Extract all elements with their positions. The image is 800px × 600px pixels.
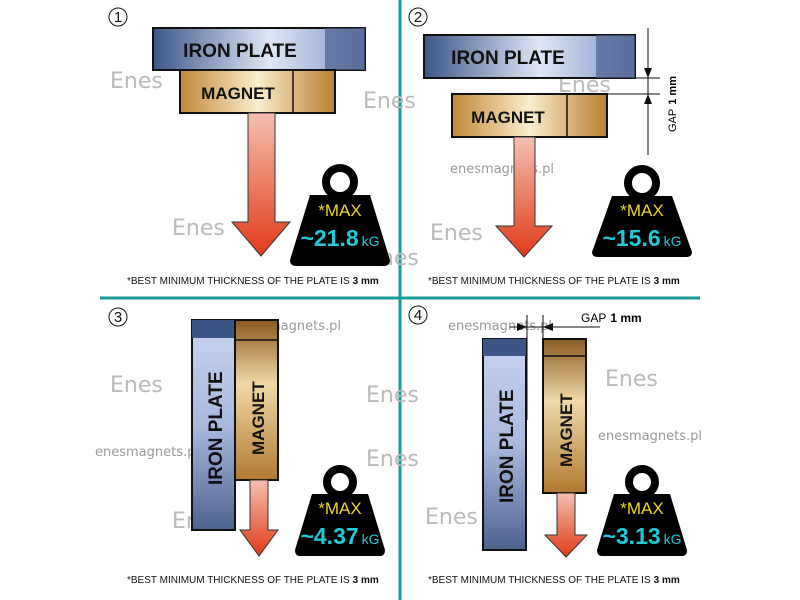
max-label: *MAX bbox=[620, 499, 663, 518]
gap-label: GAP1 mm bbox=[667, 76, 679, 132]
pull-arrow-icon bbox=[543, 492, 589, 558]
watermark-logo: Enes bbox=[366, 447, 419, 472]
iron-plate-edge bbox=[596, 35, 635, 78]
magnet-label: MAGNET bbox=[557, 393, 576, 467]
panel-number-badge bbox=[108, 307, 128, 327]
iron-plate-label: IRON PLATE bbox=[497, 389, 518, 503]
panel-1: 1 IRON PLATE MAGNET *MAX ~21.8 kG *BEST M… bbox=[108, 7, 390, 287]
pull-arrow-icon bbox=[239, 479, 279, 557]
magnet-label: MAGNET bbox=[471, 108, 545, 127]
watermark-logo: Enes bbox=[110, 373, 163, 398]
iron-plate-edge bbox=[192, 320, 235, 338]
weight-icon bbox=[290, 164, 390, 266]
pull-arrow-icon bbox=[494, 136, 554, 258]
magnet-label: MAGNET bbox=[201, 84, 275, 103]
footnote: *BEST MINIMUM THICKNESS OF THE PLATE IS 3… bbox=[428, 575, 680, 586]
iron-plate-edge bbox=[325, 28, 365, 70]
max-force: ~15.6 kG bbox=[602, 225, 681, 251]
watermark-site: enesmagnets.pl bbox=[95, 445, 199, 460]
iron-plate bbox=[191, 319, 236, 531]
footnote: *BEST MINIMUM THICKNESS OF THE PLATE IS 3… bbox=[127, 575, 379, 586]
panel-4: 4 IRON PLATE MAGNET GAP 1 mm *MAX ~3.13 kG… bbox=[408, 305, 687, 586]
iron-plate-edge bbox=[483, 339, 526, 356]
max-force: ~21.8 kG bbox=[300, 225, 379, 251]
footnote: *BEST MINIMUM THICKNESS OF THE PLATE IS 3… bbox=[127, 276, 379, 287]
watermark-logo: Enes bbox=[110, 69, 163, 94]
iron-plate bbox=[482, 338, 527, 551]
iron-plate-label: IRON PLATE bbox=[206, 371, 227, 485]
panel-number: 1 bbox=[114, 9, 122, 26]
panel-number-badge bbox=[408, 305, 428, 325]
magnet-label: MAGNET bbox=[249, 381, 268, 455]
watermark-site: enesmagnets.pl bbox=[598, 429, 702, 444]
gap-dimension: GAP1 mm bbox=[607, 28, 679, 155]
watermark-site: enesmagnets.pl bbox=[450, 162, 554, 177]
max-label: *MAX bbox=[620, 201, 663, 220]
weight-icon bbox=[592, 165, 692, 257]
magnet bbox=[451, 93, 608, 138]
panel-number-badge bbox=[408, 7, 428, 27]
watermark-logo: Enes bbox=[366, 383, 419, 408]
watermark-logo: Enes bbox=[605, 367, 658, 392]
panel-2: 2 IRON PLATE MAGNET GAP1 mm *MAX ~15.6 kG… bbox=[408, 7, 692, 287]
weight-icon bbox=[597, 465, 687, 556]
panel-number-badge bbox=[108, 7, 128, 27]
iron-plate-label: IRON PLATE bbox=[451, 48, 565, 69]
watermark-logo: Enes bbox=[425, 505, 478, 530]
panel-number: 2 bbox=[414, 9, 422, 26]
watermark-logo: Enes bbox=[363, 89, 416, 114]
panel-3: 3 IRON PLATE MAGNET *MAX ~4.37 kG *BEST M… bbox=[108, 307, 385, 586]
max-force: ~4.37 kG bbox=[300, 523, 379, 549]
max-label: *MAX bbox=[318, 201, 361, 220]
pull-arrow-icon bbox=[230, 112, 292, 257]
panel-number: 4 bbox=[414, 307, 422, 324]
watermark-logo: Enes bbox=[172, 216, 225, 241]
weight-icon bbox=[295, 465, 385, 556]
max-label: *MAX bbox=[318, 499, 361, 518]
max-force: ~3.13 kG bbox=[602, 523, 681, 549]
footnote: *BEST MINIMUM THICKNESS OF THE PLATE IS 3… bbox=[428, 276, 680, 287]
magnet bbox=[542, 338, 587, 494]
panel-number: 3 bbox=[114, 309, 122, 326]
watermark-logo: Enes bbox=[430, 221, 483, 246]
watermark-site: enesmagnets.pl bbox=[448, 319, 552, 334]
iron-plate-label: IRON PLATE bbox=[183, 41, 297, 62]
